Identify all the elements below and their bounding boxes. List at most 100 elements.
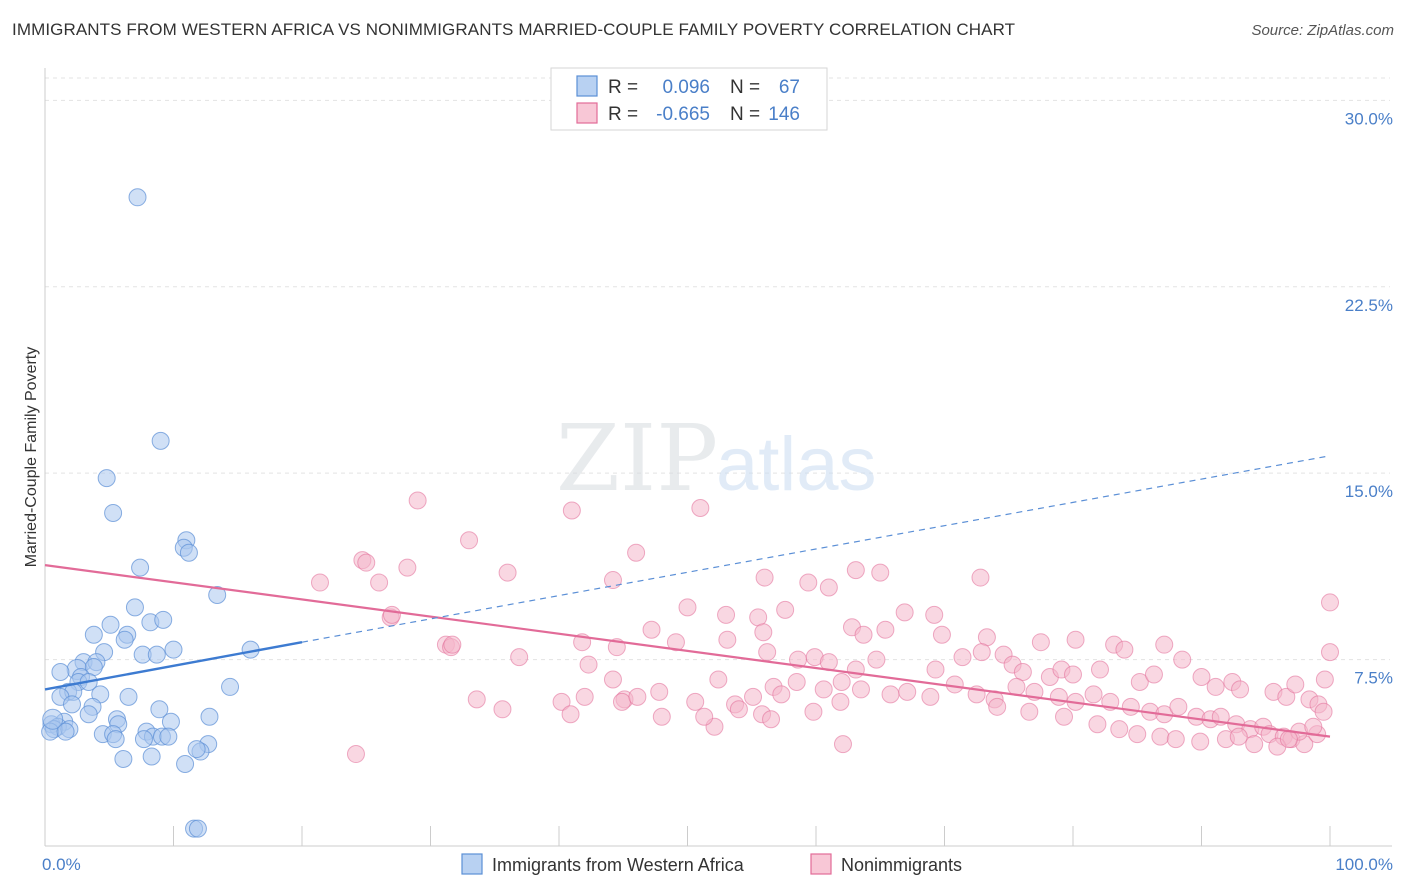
nonimmigrants-point-80 [921,687,940,706]
nonimmigrants-point-32 [932,625,951,644]
nonimmigrants-point-15 [871,563,890,582]
nonimmigrants-point-62 [1192,667,1211,686]
y-tick-labels: 7.5% 15.0% 22.5% 30.0% [1345,109,1393,687]
nonimmigrants-point-9 [370,573,389,592]
nonimmigrants-point-149 [1321,643,1339,662]
immigrants-trend-extension [301,455,1331,643]
y-tick-label-3: 30.0% [1345,109,1393,128]
nonimmigrants-point-47 [846,660,865,679]
immigrants-point-3 [104,503,123,522]
nonimmigrants-point-105 [552,692,571,711]
y-tick-label-1: 15.0% [1345,482,1393,501]
trend-lines [44,455,1331,738]
x-tick-label-1: 100.0% [1335,855,1393,874]
nonimmigrants-point-11 [603,571,622,590]
immigrants-point-65 [188,819,207,838]
legend-n-label-blue: N = [730,77,760,98]
nonimmigrants-point-21 [776,600,795,619]
nonimmigrants-point-88 [1084,685,1103,704]
nonimmigrants-point-148 [1321,593,1339,612]
immigrants-point-39 [79,705,98,724]
nonimmigrants-point-17 [819,578,838,597]
legend-r-label-blue: R = [608,77,638,98]
legend-swatch-pink [576,102,598,124]
nonimmigrants-point-127 [709,670,728,689]
immigrants-point-63 [187,740,206,759]
nonimmigrants-point-18 [678,598,697,617]
nonimmigrants-point-116 [443,635,462,654]
nonimmigrants-point-113 [831,692,850,711]
nonimmigrants-point-139 [1191,732,1210,751]
nonimmigrants-point-117 [510,648,529,667]
legend-n-label-pink: N = [730,104,760,125]
immigrants-point-2 [97,469,116,488]
nonimmigrants-point-75 [814,680,833,699]
nonimmigrants-point-79 [898,682,917,701]
nonimmigrants-point-25 [382,605,401,624]
legend-swatch-blue [576,75,598,97]
nonimmigrants-point-59 [1130,672,1149,691]
nonimmigrants-point-142 [1245,735,1264,754]
nonimmigrants-point-42 [666,633,685,652]
nonimmigrants-point-86 [1049,687,1068,706]
nonimmigrants-point-38 [1155,635,1174,654]
watermark-atlas: atlas [716,422,877,507]
nonimmigrants-point-22 [895,603,914,622]
x-tick-labels: 0.0% 100.0% [42,855,1393,874]
nonimmigrants-point-31 [876,620,895,639]
immigrants-point-1 [151,431,170,450]
nonimmigrants-point-65 [1231,680,1250,699]
nonimmigrants-point-70 [650,682,669,701]
nonimmigrants-point-84 [1007,677,1026,696]
bottom-legend-label-blue: Immigrants from Western Africa [492,855,745,875]
immigrants-point-15 [115,630,134,649]
nonimmigrants-point-37 [1115,640,1134,659]
immigrants-point-11 [154,610,173,629]
nonimmigrants-point-110 [686,692,705,711]
nonimmigrants-point-58 [1090,660,1109,679]
nonimmigrants-point-125 [493,700,512,719]
nonimmigrants-point-138 [1166,730,1185,749]
nonimmigrants-point-119 [579,655,598,674]
immigrants-point-62 [176,754,195,773]
immigrants-point-60 [114,750,133,769]
nonimmigrants-point-27 [718,630,737,649]
nonimmigrants-point-111 [772,685,791,704]
immigrants-point-66 [42,708,64,730]
nonimmigrants-point-50 [953,648,972,667]
immigrants-trend-line [44,641,303,691]
nonimmigrants-point-54 [1013,663,1032,682]
nonimmigrants-point-12 [755,568,774,587]
nonimmigrants-point-51 [972,643,991,662]
bottom-legend-swatch-blue [461,853,483,875]
nonimmigrants-point-34 [1031,633,1050,652]
nonimmigrants-point-150 [1286,675,1305,694]
nonimmigrants-point-7 [398,558,417,577]
nonimmigrants-point-1 [460,531,479,550]
y-axis-label: Married-Couple Family Poverty [23,347,40,568]
nonimmigrants-point-60 [1144,665,1163,684]
nonimmigrants-point-16 [971,568,990,587]
nonimmigrants-point-120 [603,670,622,689]
y-tick-label-0: 7.5% [1354,669,1393,688]
immigrants-point-0 [128,188,147,207]
grid-lines [45,77,1390,661]
immigrants-point-34 [119,687,138,706]
immigrants-point-38 [200,707,219,726]
immigrants-point-56 [134,730,153,749]
nonimmigrants-point-146 [1279,730,1298,749]
immigrants-point-55 [159,727,178,746]
nonimmigrants-point-112 [804,702,823,721]
nonimmigrants-point-78 [881,685,900,704]
y-tick-label-2: 22.5% [1345,296,1393,315]
immigrants-point-7 [131,558,150,577]
chart-title: IMMIGRANTS FROM WESTERN AFRICA VS NONIMM… [12,20,1016,39]
nonimmigrants-point-57 [1064,665,1082,684]
immigrants-point-9 [125,598,144,617]
nonimmigrants-point-132 [1020,702,1039,721]
immigrants-point-6 [179,543,198,562]
nonimmigrants-point-13 [799,573,818,592]
nonimmigrants-point-137 [1151,727,1170,746]
nonimmigrants-point-67 [1277,687,1296,706]
